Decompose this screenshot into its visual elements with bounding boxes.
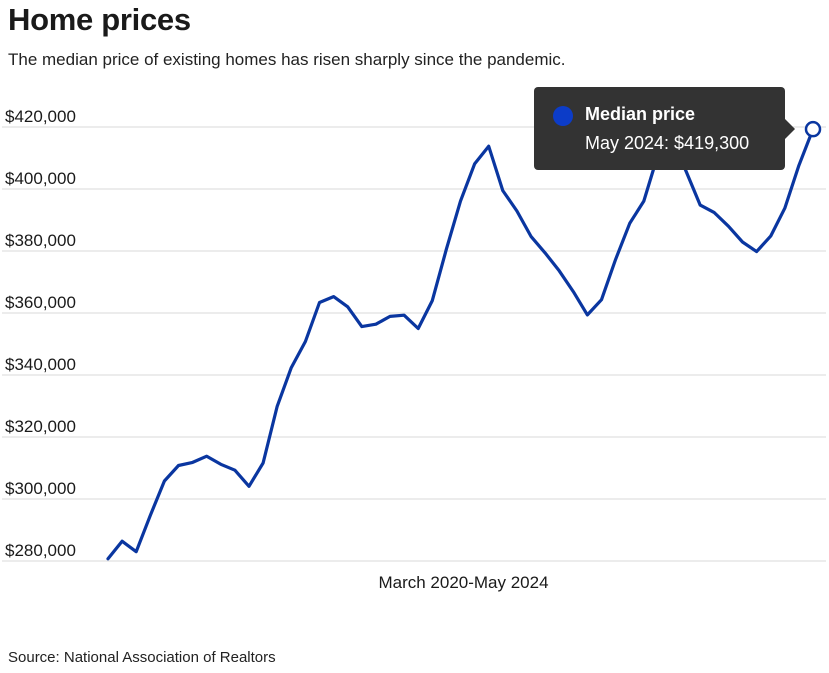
y-tick-label: $360,000: [5, 293, 76, 312]
series-color-dot: [553, 106, 573, 126]
x-axis-label: March 2020-May 2024: [378, 573, 548, 592]
tooltip-series-name: Median price: [585, 104, 696, 124]
series-line-median-price: [106, 127, 815, 561]
y-tick-label: $400,000: [5, 169, 76, 188]
y-tick-label: $300,000: [5, 479, 76, 498]
source-note: Source: National Association of Realtors: [8, 649, 276, 666]
y-tick-label: $280,000: [5, 541, 76, 560]
tooltip-value: May 2024: $419,300: [585, 133, 750, 153]
y-tick-label: $380,000: [5, 231, 76, 250]
highlighted-data-point: [804, 120, 822, 138]
chart-subtitle: The median price of existing homes has r…: [8, 50, 566, 69]
hover-tooltip: Median price May 2024: $419,300: [534, 87, 795, 170]
y-tick-label: $340,000: [5, 355, 76, 374]
chart-title: Home prices: [8, 2, 191, 37]
tooltip-arrow: [785, 119, 795, 139]
y-tick-label: $320,000: [5, 417, 76, 436]
y-tick-label: $420,000: [5, 107, 76, 126]
